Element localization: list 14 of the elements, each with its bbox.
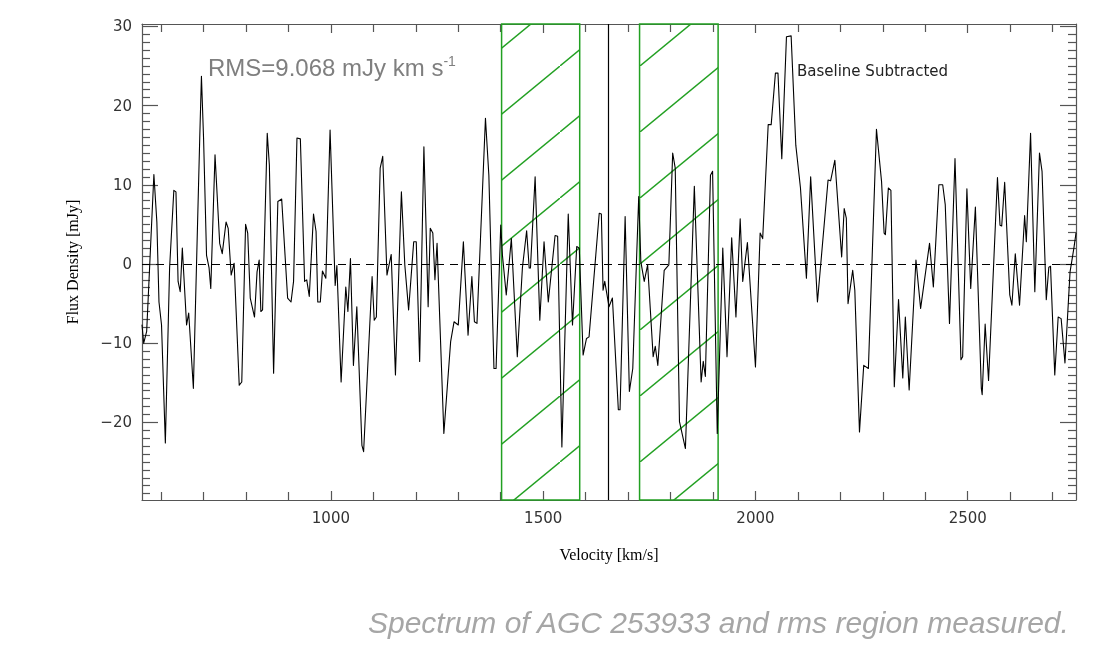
y-tick-label: 0 [122, 254, 132, 273]
x-tick-label: 2000 [736, 508, 775, 527]
y-tick-label: 30 [112, 17, 132, 36]
y-axis-title: Flux Density [mJy] [63, 199, 82, 325]
x-tick-label: 1000 [311, 508, 351, 527]
annotation: Baseline Subtracted [797, 61, 949, 80]
text: Spectrum of AGC 253933 and rms region measured. [367, 605, 1069, 639]
x-tick-label: 2500 [948, 508, 987, 527]
x-tick-label: 1500 [524, 508, 563, 527]
y-tick-label: 20 [112, 96, 132, 115]
y-tick-label: 10 [112, 175, 132, 194]
y-tick-label: −20 [100, 413, 132, 432]
y-tick-label: −10 [100, 334, 132, 353]
x-axis-title: Velocity [km/s] [559, 545, 659, 564]
